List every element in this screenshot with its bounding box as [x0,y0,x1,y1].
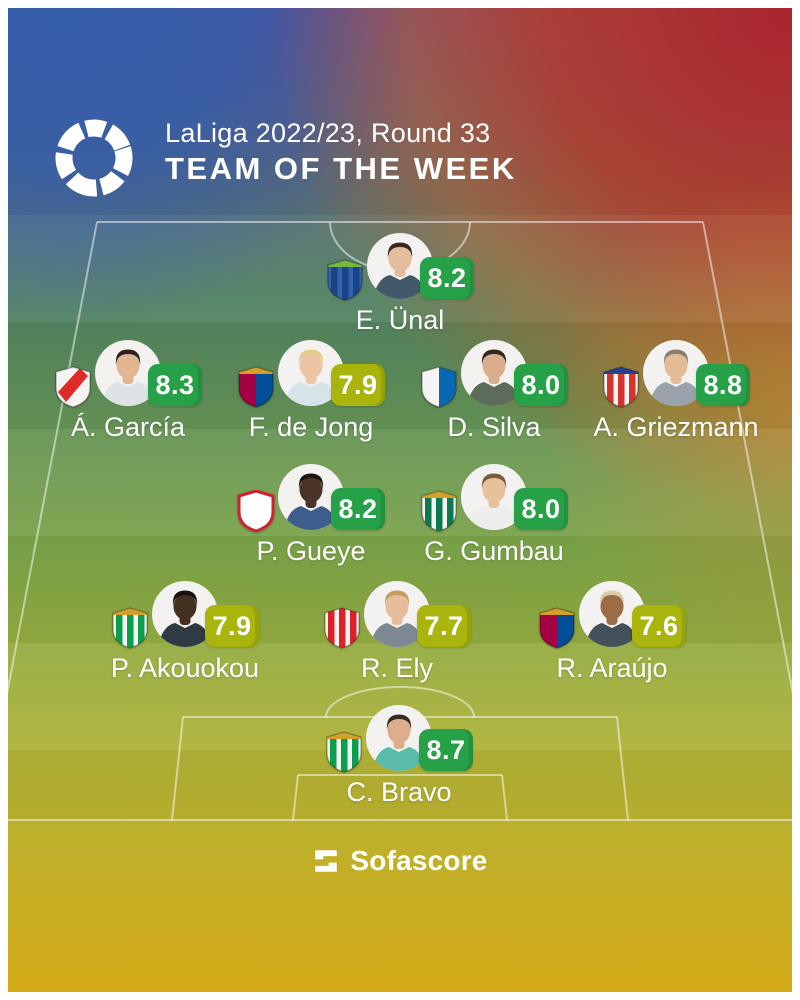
player-name: R. Araújo [556,653,668,683]
rating-badge: 8.0 [514,488,568,530]
player-card-garcia: 8.3 Á. García [8,340,248,450]
rating-badge: 7.9 [205,605,259,647]
rating-badge: 7.6 [632,605,686,647]
player-name: Á. García [70,412,186,442]
rating-badge: 7.9 [331,364,385,406]
player-card-ely: 7.7 R. Ely [277,581,517,691]
player-card-silva: 8.0 D. Silva [374,340,614,450]
club-badge-getafe [327,259,363,301]
rating-badge: 7.7 [417,605,471,647]
footer-brand: Sofascore [0,845,800,877]
club-badge-sevilla [237,490,275,532]
club-badge-atl-tico-madrid [603,366,639,408]
rating-badge: 8.7 [419,729,473,771]
page-title: TEAM OF THE WEEK [165,151,517,186]
rating-badge: 8.2 [420,257,474,299]
player-name: D. Silva [447,412,541,442]
club-badge-barcelona [238,366,274,408]
club-badge-almer-a [324,607,360,649]
player-name: P. Gueye [256,536,366,566]
club-badge-real-betis [112,607,148,649]
player-card-akouokou: 7.9 P. Akouokou [65,581,305,691]
rating-badge: 8.8 [696,364,750,406]
rating-badge: 8.0 [514,364,568,406]
player-photo-avatar [364,581,430,647]
player-card-gueye: 8.2 P. Gueye [191,464,431,574]
club-badge-real-sociedad [421,366,457,408]
player-name: P. Akouokou [110,653,260,683]
player-card-gumbau: 8.0 G. Gumbau [374,464,614,574]
player-photo-avatar [366,705,432,771]
player-name: A. Griezmann [593,412,759,442]
club-badge-elche [421,490,457,532]
player-name: E. Ünal [355,305,445,335]
player-card-bravo: 8.7 C. Bravo [279,705,519,815]
header: LaLiga 2022/23, Round 33 TEAM OF THE WEE… [165,118,517,186]
player-card-griezmann: 8.8 A. Griezmann [556,340,796,450]
player-card-unal: 8.2 E. Ünal [280,233,520,343]
club-badge-real-betis [326,731,362,773]
player-name: F. de Jong [248,412,374,442]
player-photo-avatar [643,340,709,406]
competition-round-label: LaLiga 2022/23, Round 33 [165,118,491,148]
player-name: G. Gumbau [424,536,564,566]
player-photo-avatar [461,464,527,530]
player-name: C. Bravo [346,777,452,807]
rating-badge: 8.2 [331,488,385,530]
sofascore-wordmark: Sofascore [350,845,488,876]
player-card-dejong: 7.9 F. de Jong [191,340,431,450]
rating-badge: 8.3 [148,364,202,406]
player-name: R. Ely [360,653,433,683]
club-badge-barcelona [539,607,575,649]
competition-ring-icon [55,119,133,197]
player-card-araujo: 7.6 R. Araújo [492,581,732,691]
club-badge-rayo-vallecano [55,366,91,408]
sofascore-logo-icon [315,850,338,872]
